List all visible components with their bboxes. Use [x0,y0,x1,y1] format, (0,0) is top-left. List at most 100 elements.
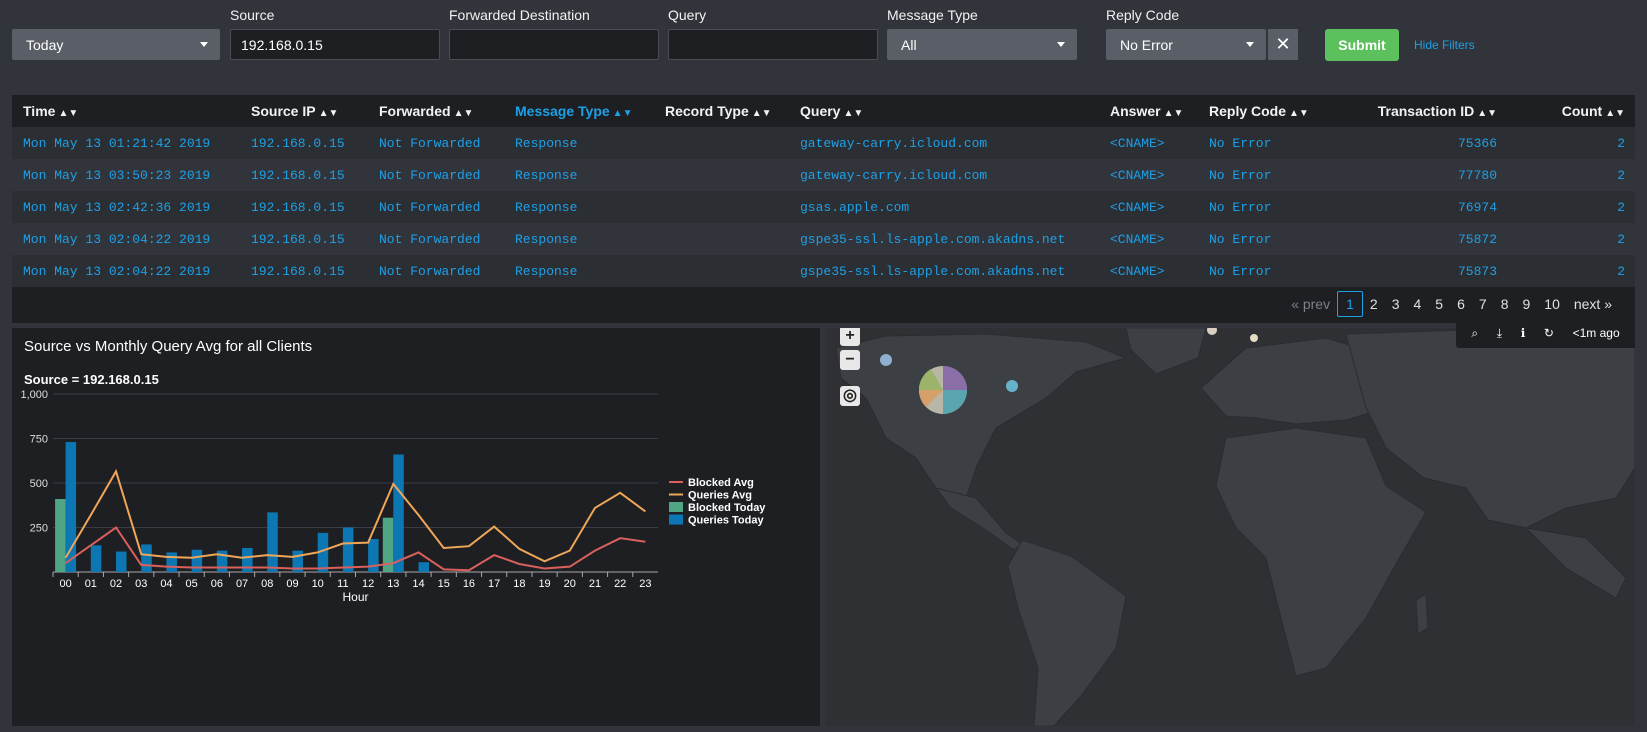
pie-marker-us-west[interactable] [880,354,892,366]
cell-answer[interactable]: <CNAME> [1099,127,1198,159]
hide-filters-link[interactable]: Hide Filters [1414,38,1475,52]
cell-answer[interactable]: <CNAME> [1099,159,1198,191]
col-header-count[interactable]: Count ▲▼ [1507,95,1635,127]
cell-record-type[interactable] [654,191,789,223]
message-type-dropdown[interactable]: All [887,29,1077,60]
reply-code-dropdown[interactable]: No Error [1106,29,1266,60]
col-header-query[interactable]: Query ▲▼ [789,95,1099,127]
cell-forwarded[interactable]: Not Forwarded [368,223,504,255]
cell-count[interactable]: 2 [1507,255,1635,287]
cell-answer[interactable]: <CNAME> [1099,191,1198,223]
page-link-2[interactable]: 2 [1369,296,1378,312]
cell-transaction-id[interactable]: 77780 [1328,159,1507,191]
page-link-1[interactable]: 1 [1337,291,1363,317]
cell-message-type[interactable]: Response [504,223,654,255]
table-row[interactable]: Mon May 13 02:42:36 2019 192.168.0.15 Not … [12,191,1635,223]
cell-forwarded[interactable]: Not Forwarded [368,159,504,191]
col-header-answer[interactable]: Answer ▲▼ [1099,95,1198,127]
table-row[interactable]: Mon May 13 02:04:22 2019 192.168.0.15 Not … [12,223,1635,255]
cell-query[interactable]: gspe35-ssl.ls-apple.com.akadns.net [789,255,1099,287]
cell-answer[interactable]: <CNAME> [1099,255,1198,287]
refresh-time: <1m ago [1572,326,1620,340]
cell-record-type[interactable] [654,255,789,287]
cell-transaction-id[interactable]: 75366 [1328,127,1507,159]
world-map[interactable] [826,328,1635,726]
cell-message-type[interactable]: Response [504,191,654,223]
cell-source-ip[interactable]: 192.168.0.15 [240,223,368,255]
col-header-message-type[interactable]: Message Type ▲▼ [504,95,654,127]
cell-time[interactable]: Mon May 13 02:42:36 2019 [12,191,240,223]
cell-count[interactable]: 2 [1507,223,1635,255]
page-link-9[interactable]: 9 [1522,296,1531,312]
cell-transaction-id[interactable]: 76974 [1328,191,1507,223]
page-link-8[interactable]: 8 [1500,296,1509,312]
cell-record-type[interactable] [654,127,789,159]
cell-message-type[interactable]: Response [504,159,654,191]
cell-time[interactable]: Mon May 13 03:50:23 2019 [12,159,240,191]
cell-forwarded[interactable]: Not Forwarded [368,127,504,159]
page-link-5[interactable]: 5 [1435,296,1444,312]
info-icon[interactable]: ℹ [1520,326,1526,340]
cell-reply-code[interactable]: No Error [1198,191,1328,223]
table-row[interactable]: Mon May 13 01:21:42 2019 192.168.0.15 Not … [12,127,1635,159]
legend-label: Blocked Avg [688,477,754,489]
clear-reply-code-button[interactable]: ✕ [1267,29,1298,60]
cell-count[interactable]: 2 [1507,159,1635,191]
cell-forwarded[interactable]: Not Forwarded [368,255,504,287]
page-link-7[interactable]: 7 [1478,296,1487,312]
table-row[interactable]: Mon May 13 03:50:23 2019 192.168.0.15 Not … [12,159,1635,191]
cell-query[interactable]: gateway-carry.icloud.com [789,127,1099,159]
cell-source-ip[interactable]: 192.168.0.15 [240,191,368,223]
pie-marker-us-east[interactable] [1006,380,1018,392]
table-row[interactable]: Mon May 13 02:04:22 2019 192.168.0.15 Not … [12,255,1635,287]
cell-source-ip[interactable]: 192.168.0.15 [240,159,368,191]
cell-source-ip[interactable]: 192.168.0.15 [240,127,368,159]
download-icon[interactable]: ⤓ [1496,325,1503,340]
pie-marker-uk[interactable] [1207,328,1217,335]
time-range-dropdown[interactable]: Today [12,29,220,60]
source-input[interactable] [230,29,440,60]
cell-answer[interactable]: <CNAME> [1099,223,1198,255]
submit-button[interactable]: Submit [1325,29,1399,61]
zoom-in-button[interactable]: + [840,328,860,346]
cell-time[interactable]: Mon May 13 02:04:22 2019 [12,223,240,255]
recenter-button[interactable]: ◎ [840,386,860,406]
query-input[interactable] [668,29,878,60]
prev-page-link[interactable]: « prev [1291,296,1331,312]
page-link-10[interactable]: 10 [1544,296,1560,312]
cell-reply-code[interactable]: No Error [1198,159,1328,191]
cell-query[interactable]: gateway-carry.icloud.com [789,159,1099,191]
col-header-source-ip[interactable]: Source IP ▲▼ [240,95,368,127]
col-header-reply-code[interactable]: Reply Code ▲▼ [1198,95,1328,127]
cell-count[interactable]: 2 [1507,191,1635,223]
cell-message-type[interactable]: Response [504,127,654,159]
refresh-icon[interactable]: ↻ [1543,326,1554,340]
cell-query[interactable]: gsas.apple.com [789,191,1099,223]
cell-record-type[interactable] [654,159,789,191]
cell-reply-code[interactable]: No Error [1198,223,1328,255]
cell-record-type[interactable] [654,223,789,255]
col-header-transaction-id[interactable]: Transaction ID ▲▼ [1328,95,1507,127]
cell-reply-code[interactable]: No Error [1198,255,1328,287]
col-header-time[interactable]: Time ▲▼ [12,95,240,127]
cell-forwarded[interactable]: Not Forwarded [368,191,504,223]
cell-transaction-id[interactable]: 75872 [1328,223,1507,255]
page-link-6[interactable]: 6 [1457,296,1465,312]
cell-time[interactable]: Mon May 13 02:04:22 2019 [12,255,240,287]
cell-transaction-id[interactable]: 75873 [1328,255,1507,287]
zoom-out-button[interactable]: − [840,350,860,370]
search-icon[interactable]: ⌕ [1471,325,1479,340]
page-link-3[interactable]: 3 [1391,296,1400,312]
cell-source-ip[interactable]: 192.168.0.15 [240,255,368,287]
cell-reply-code[interactable]: No Error [1198,127,1328,159]
cell-query[interactable]: gspe35-ssl.ls-apple.com.akadns.net [789,223,1099,255]
forwarded-destination-input[interactable] [449,29,659,60]
cell-count[interactable]: 2 [1507,127,1635,159]
cell-time[interactable]: Mon May 13 01:21:42 2019 [12,127,240,159]
col-header-record-type[interactable]: Record Type ▲▼ [654,95,789,127]
pie-marker-europe[interactable] [1250,334,1258,342]
cell-message-type[interactable]: Response [504,255,654,287]
next-page-link[interactable]: next » [1573,296,1612,312]
col-header-forwarded[interactable]: Forwarded ▲▼ [368,95,504,127]
page-link-4[interactable]: 4 [1413,296,1422,312]
